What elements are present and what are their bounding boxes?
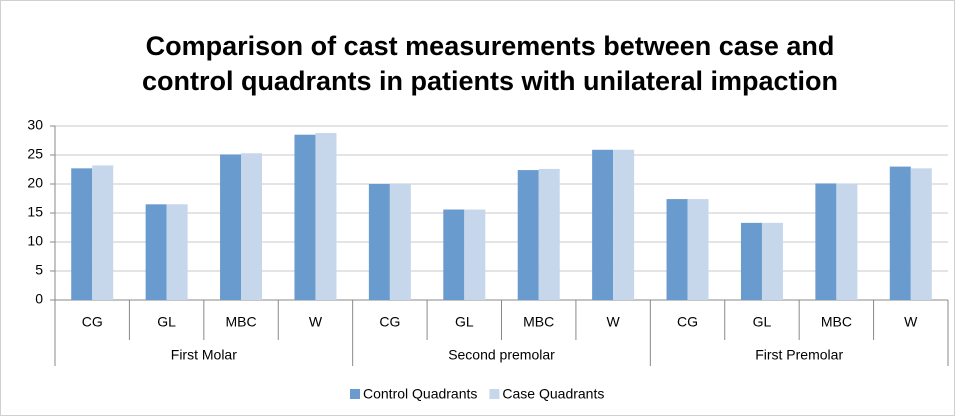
bar — [538, 168, 560, 300]
bar — [389, 184, 411, 300]
y-tick-label: 30 — [27, 117, 43, 133]
legend-swatch — [489, 389, 500, 399]
x-tick-label: MBC — [523, 314, 554, 330]
x-tick-label: W — [607, 314, 621, 330]
x-tick-label: CG — [82, 314, 103, 330]
y-tick-label: 20 — [27, 175, 43, 191]
x-tick-label: MBC — [225, 314, 256, 330]
legend-label: Control Quadrants — [363, 386, 477, 402]
bar — [761, 222, 783, 300]
chart-title: control quadrants in patients with unila… — [142, 66, 838, 96]
bar — [368, 184, 390, 300]
bar — [145, 204, 167, 300]
bar — [613, 149, 635, 300]
bar — [740, 222, 762, 300]
y-tick-label: 25 — [27, 146, 43, 162]
x-tick-label: GL — [753, 314, 772, 330]
bar — [592, 149, 614, 300]
bar — [464, 209, 486, 300]
bar — [315, 132, 337, 300]
chart-title: Comparison of cast measurements between … — [146, 31, 835, 61]
bar — [836, 183, 858, 300]
x-tick-label: CG — [379, 314, 400, 330]
bar — [220, 154, 242, 300]
bar — [241, 153, 263, 300]
bar — [443, 209, 465, 300]
y-tick-label: 15 — [27, 204, 43, 220]
bar — [517, 170, 539, 300]
bar — [687, 199, 709, 300]
x-tick-label: W — [904, 314, 918, 330]
bar — [294, 134, 316, 300]
bar — [815, 183, 837, 300]
y-tick-label: 10 — [27, 233, 43, 249]
y-tick-label: 5 — [35, 262, 43, 278]
legend-label: Case Quadrants — [502, 386, 604, 402]
bar — [92, 165, 114, 300]
legend-swatch — [350, 389, 360, 399]
y-tick-label: 0 — [35, 291, 43, 307]
bar — [889, 166, 911, 300]
bar — [666, 199, 688, 300]
group-label: Second premolar — [448, 347, 555, 363]
x-tick-label: MBC — [821, 314, 852, 330]
x-tick-label: CG — [677, 314, 698, 330]
x-tick-label: W — [309, 314, 323, 330]
x-tick-label: GL — [157, 314, 176, 330]
x-tick-label: GL — [455, 314, 474, 330]
bar — [910, 168, 932, 300]
group-label: First Molar — [171, 347, 237, 363]
bar — [166, 204, 188, 300]
bar — [71, 168, 93, 300]
group-label: First Premolar — [755, 347, 843, 363]
